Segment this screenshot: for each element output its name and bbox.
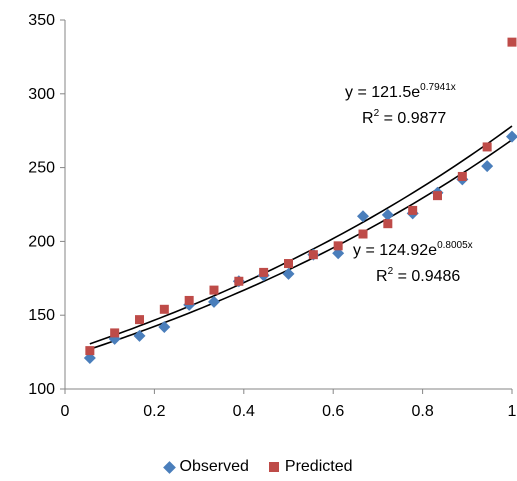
- predicted-point: [358, 229, 368, 239]
- legend-label-predicted: Predicted: [284, 458, 353, 475]
- y-tick-label: 100: [28, 381, 55, 398]
- legend-item-predicted: Predicted: [268, 458, 353, 476]
- observed-point: [481, 160, 494, 173]
- y-tick-label: 250: [28, 160, 55, 177]
- trendline-1: [89, 139, 513, 350]
- observed-point: [158, 321, 171, 334]
- x-tick-label: 0.6: [322, 403, 344, 420]
- square-marker-icon: [268, 462, 279, 472]
- predicted-point: [333, 241, 343, 251]
- legend-item-observed: Observed: [162, 458, 249, 476]
- predicted-point: [284, 259, 293, 269]
- predicted-point: [507, 37, 517, 47]
- trendline-2: [89, 125, 513, 345]
- x-tick-label: 0: [61, 403, 70, 420]
- trend-r2-1: R2 = 0.9877: [362, 108, 446, 127]
- predicted-point: [184, 295, 194, 305]
- observed-point: [133, 329, 146, 342]
- y-tick-label: 350: [28, 12, 55, 29]
- predicted-point: [209, 285, 219, 295]
- scatter-chart: 100 150 200 250 300 350 0 0.2 0.4 0.6 0.8 1 y = 121…: [28, 12, 517, 420]
- observed-point: [357, 210, 370, 223]
- trend-equation-2: y = 124.92e0.8005x: [353, 240, 473, 259]
- x-tick-label: 0.8: [411, 403, 433, 420]
- legend-label-observed: Observed: [179, 458, 249, 475]
- y-tick-label: 300: [28, 86, 55, 103]
- observed-point: [282, 267, 295, 280]
- predicted-point: [308, 250, 318, 260]
- trend-r2-2: R2 = 0.9486: [376, 266, 460, 285]
- predicted-point: [432, 191, 442, 201]
- observed-point: [381, 208, 394, 221]
- predicted-point: [259, 267, 269, 277]
- x-tick-label: 0.2: [143, 403, 165, 420]
- predicted-point: [85, 346, 95, 356]
- y-tick-label: 200: [28, 233, 55, 250]
- predicted-point: [234, 276, 244, 286]
- y-tick-label: 150: [28, 307, 55, 324]
- markers: [83, 37, 517, 365]
- observed-point: [207, 295, 220, 308]
- legend: Observed Predicted: [0, 458, 517, 476]
- annotations: y = 121.5e0.7941x R2 = 0.9877 y = 124.92…: [345, 82, 473, 285]
- predicted-point: [110, 328, 120, 338]
- x-tick-label: 0.4: [233, 403, 255, 420]
- predicted-point: [383, 219, 393, 229]
- predicted-point: [159, 304, 169, 314]
- diamond-marker-icon: [162, 460, 176, 474]
- observed-point: [506, 130, 517, 143]
- predicted-point: [408, 205, 418, 215]
- axes: 100 150 200 250 300 350 0 0.2 0.4 0.6 0.8 1: [28, 12, 516, 420]
- predicted-point: [135, 315, 145, 325]
- predicted-point: [482, 142, 492, 152]
- trend-equation-1: y = 121.5e0.7941x: [345, 82, 456, 101]
- predicted-point: [457, 171, 467, 181]
- x-tick-label: 1: [508, 403, 517, 420]
- trendlines: [89, 125, 513, 350]
